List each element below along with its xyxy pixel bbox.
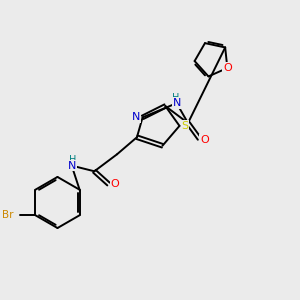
Text: N: N [172,98,181,108]
Text: N: N [68,160,76,171]
Text: O: O [110,179,119,189]
Text: S: S [182,121,189,131]
Text: N: N [132,112,140,122]
Text: O: O [223,63,232,73]
Text: O: O [200,135,209,145]
Text: H: H [172,93,179,103]
Text: Br: Br [2,210,14,220]
Text: H: H [69,155,77,165]
